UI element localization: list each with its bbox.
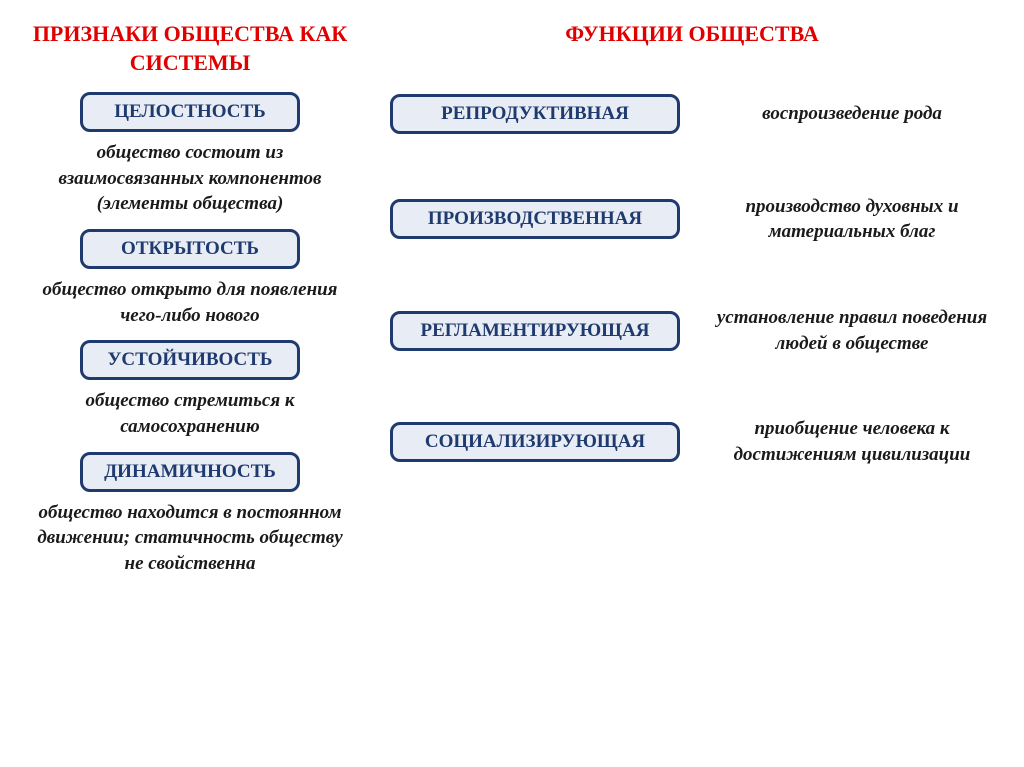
feature-box: УСТОЙЧИВОСТЬ	[80, 340, 300, 380]
left-item: ОТКРЫТОСТЬ общество открыто для появлени…	[30, 229, 350, 340]
feature-desc: общество состоит из взаимосвязанных комп…	[30, 140, 350, 217]
feature-box: ДИНАМИЧНОСТЬ	[80, 452, 300, 492]
function-desc: воспроизведение рода	[710, 101, 994, 127]
right-heading: ФУНКЦИИ ОБЩЕСТВА	[565, 20, 819, 49]
left-column: ПРИЗНАКИ ОБЩЕСТВА КАК СИСТЕМЫ ЦЕЛОСТНОСТ…	[30, 20, 350, 747]
function-box: ПРОИЗВОДСТВЕННАЯ	[390, 199, 680, 239]
left-item: УСТОЙЧИВОСТЬ общество стремиться к самос…	[30, 340, 350, 451]
right-row: РЕГЛАМЕНТИРУЮЩАЯ установление правил пов…	[390, 305, 994, 356]
function-desc: установление правил поведения людей в об…	[710, 305, 994, 356]
feature-box: ЦЕЛОСТНОСТЬ	[80, 92, 300, 132]
right-row: РЕПРОДУКТИВНАЯ воспроизведение рода	[390, 94, 994, 134]
function-desc: приобщение человека к достижениям цивили…	[710, 416, 994, 467]
function-box: СОЦИАЛИЗИРУЮЩАЯ	[390, 422, 680, 462]
feature-desc: общество открыто для появления чего-либо…	[30, 277, 350, 328]
left-heading: ПРИЗНАКИ ОБЩЕСТВА КАК СИСТЕМЫ	[30, 20, 350, 77]
feature-desc: общество стремиться к самосохранению	[30, 388, 350, 439]
feature-desc: общество находится в постоянном движении…	[30, 500, 350, 577]
left-item: ДИНАМИЧНОСТЬ общество находится в постоя…	[30, 452, 350, 589]
function-desc: производство духовных и материальных бла…	[710, 194, 994, 245]
right-row: СОЦИАЛИЗИРУЮЩАЯ приобщение человека к до…	[390, 416, 994, 467]
feature-box: ОТКРЫТОСТЬ	[80, 229, 300, 269]
function-box: РЕПРОДУКТИВНАЯ	[390, 94, 680, 134]
left-item: ЦЕЛОСТНОСТЬ общество состоит из взаимосв…	[30, 92, 350, 229]
right-column: ФУНКЦИИ ОБЩЕСТВА РЕПРОДУКТИВНАЯ воспроиз…	[390, 20, 994, 747]
function-box: РЕГЛАМЕНТИРУЮЩАЯ	[390, 311, 680, 351]
right-row: ПРОИЗВОДСТВЕННАЯ производство духовных и…	[390, 194, 994, 245]
right-grid: РЕПРОДУКТИВНАЯ воспроизведение рода ПРОИ…	[390, 94, 994, 468]
